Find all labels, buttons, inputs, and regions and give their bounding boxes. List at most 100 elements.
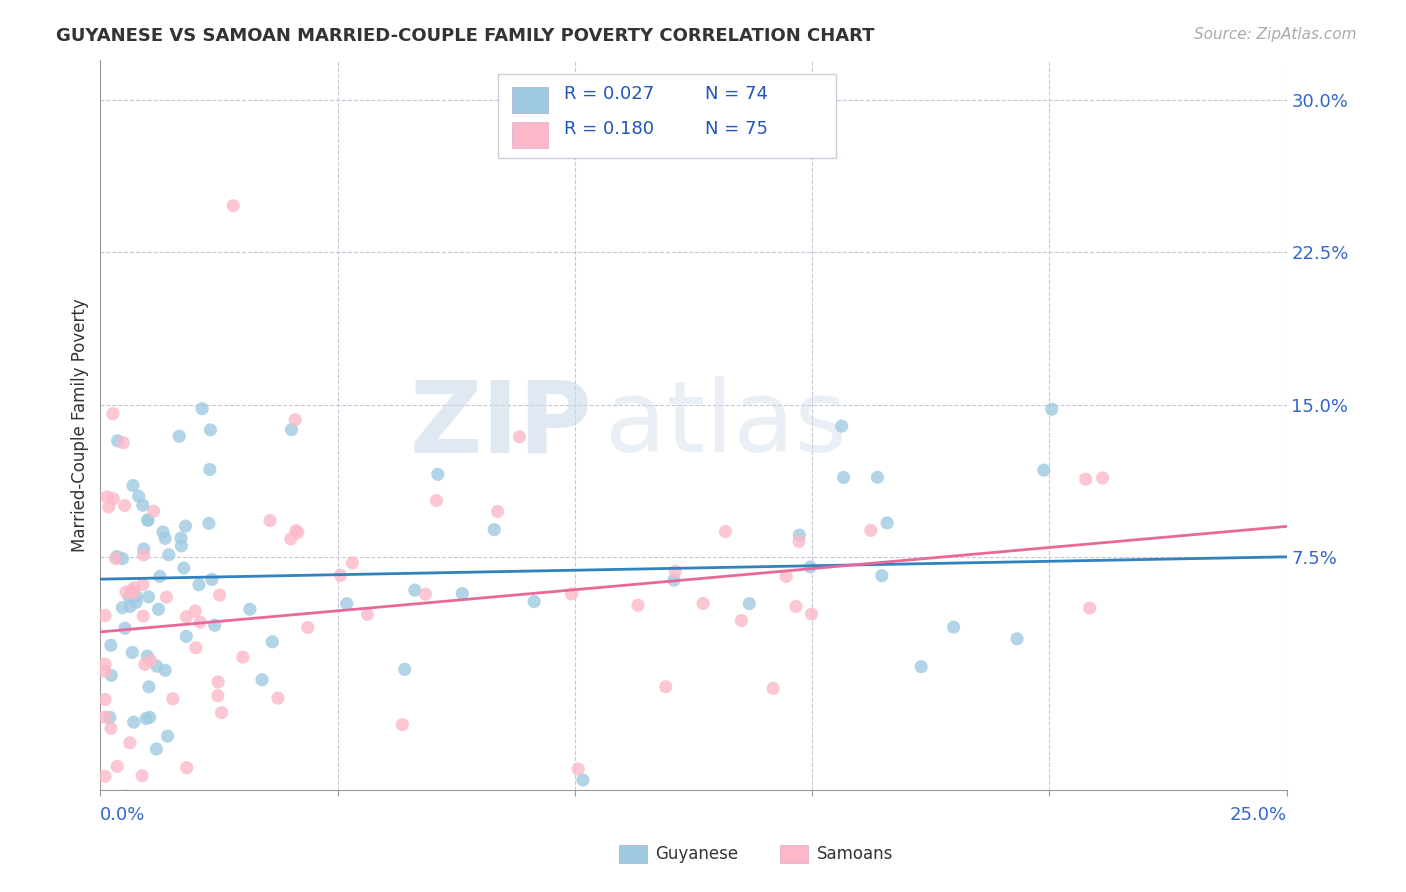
Text: Source: ZipAtlas.com: Source: ZipAtlas.com xyxy=(1194,27,1357,42)
Point xyxy=(124,581,146,595)
Point xyxy=(170,531,193,545)
Point xyxy=(762,681,785,696)
Point xyxy=(831,419,853,434)
Point xyxy=(572,773,595,788)
Point xyxy=(692,596,714,610)
Point xyxy=(627,599,650,613)
Point xyxy=(415,587,437,601)
Point xyxy=(176,761,198,775)
Point xyxy=(169,429,191,443)
Point xyxy=(654,680,676,694)
Point xyxy=(176,609,198,624)
Point xyxy=(122,586,145,600)
Point xyxy=(153,663,176,677)
Point xyxy=(239,602,262,616)
Point xyxy=(100,668,122,682)
Point xyxy=(285,524,308,538)
Point xyxy=(730,614,752,628)
Point xyxy=(336,597,359,611)
Point xyxy=(94,710,117,724)
Point xyxy=(132,541,155,556)
Point xyxy=(342,556,364,570)
Point xyxy=(112,435,135,450)
Point xyxy=(664,564,686,578)
Point xyxy=(201,573,224,587)
Point xyxy=(118,599,141,614)
Point xyxy=(451,586,474,600)
Y-axis label: Married-Couple Family Poverty: Married-Couple Family Poverty xyxy=(72,298,89,552)
Text: 0.0%: 0.0% xyxy=(100,806,146,824)
Point xyxy=(508,430,530,444)
Point xyxy=(267,691,290,706)
Point xyxy=(567,762,589,776)
Point xyxy=(156,729,179,743)
Point xyxy=(1091,471,1114,485)
Point xyxy=(94,665,117,679)
Point xyxy=(155,591,177,605)
Point xyxy=(122,715,145,730)
Point xyxy=(173,561,195,575)
Point xyxy=(259,513,281,527)
Point xyxy=(211,706,233,720)
Point xyxy=(135,712,157,726)
Point xyxy=(118,736,141,750)
Point xyxy=(799,560,821,574)
Point xyxy=(184,640,207,655)
Point xyxy=(103,491,125,506)
Point xyxy=(101,407,124,421)
Point xyxy=(198,462,221,476)
Point xyxy=(191,401,214,416)
Point xyxy=(132,609,155,624)
Point xyxy=(800,607,823,622)
Point xyxy=(425,493,447,508)
Text: R = 0.180: R = 0.180 xyxy=(564,120,654,138)
Point xyxy=(738,597,761,611)
Text: R = 0.027: R = 0.027 xyxy=(564,85,654,103)
Point xyxy=(114,499,136,513)
Point xyxy=(1078,601,1101,615)
Point xyxy=(94,769,117,783)
Point xyxy=(262,635,284,649)
Point xyxy=(174,629,197,643)
Point xyxy=(149,569,172,583)
Text: atlas: atlas xyxy=(605,376,846,474)
Point xyxy=(394,662,416,676)
Point xyxy=(1005,632,1028,646)
Point xyxy=(145,659,167,673)
Point xyxy=(1074,472,1097,486)
Point xyxy=(125,589,148,603)
Point xyxy=(859,524,882,538)
Point xyxy=(942,620,965,634)
Point xyxy=(184,604,207,618)
Point xyxy=(105,759,128,773)
Point xyxy=(98,710,121,724)
Point xyxy=(136,648,159,663)
Point xyxy=(200,423,222,437)
Text: N = 75: N = 75 xyxy=(706,120,768,138)
Point xyxy=(404,583,426,598)
Point xyxy=(94,657,117,672)
Point xyxy=(98,789,121,804)
Point xyxy=(561,587,583,601)
Point xyxy=(280,532,302,546)
Point xyxy=(121,645,143,659)
Point xyxy=(188,578,211,592)
Point xyxy=(832,470,855,484)
Point xyxy=(162,691,184,706)
Text: 25.0%: 25.0% xyxy=(1229,806,1286,824)
Point xyxy=(876,516,898,530)
Point xyxy=(125,595,148,609)
Point xyxy=(96,490,118,504)
Point xyxy=(280,423,302,437)
Point xyxy=(97,500,120,514)
Point xyxy=(204,618,226,632)
Text: Guyanese: Guyanese xyxy=(655,845,738,863)
Point xyxy=(152,524,174,539)
Point xyxy=(866,470,889,484)
Point xyxy=(329,568,352,582)
Point xyxy=(94,608,117,623)
FancyBboxPatch shape xyxy=(512,87,547,113)
Point xyxy=(484,523,506,537)
FancyBboxPatch shape xyxy=(498,74,835,158)
Point xyxy=(250,673,273,687)
